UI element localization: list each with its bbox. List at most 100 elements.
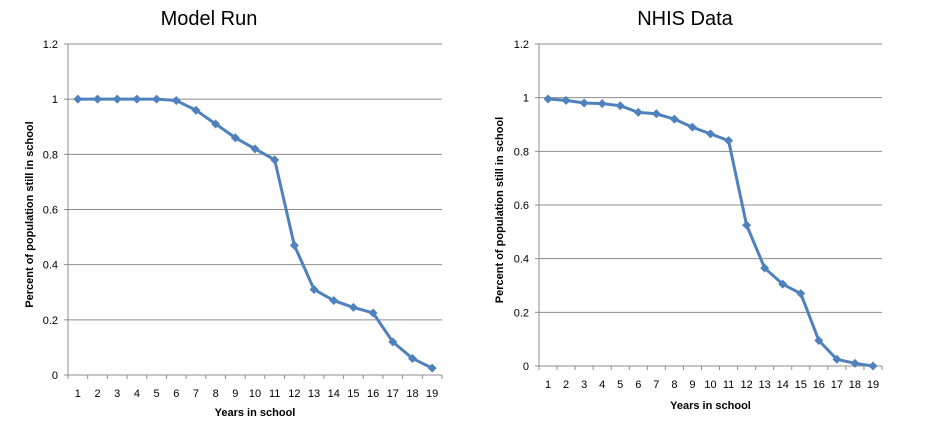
data-point-marker [93, 94, 103, 104]
x-axis-title: Years in school [215, 407, 296, 419]
x-tick-label: 15 [347, 388, 359, 400]
data-point-marker [230, 133, 240, 143]
x-axis-title: Years in school [670, 400, 751, 412]
x-tick-label: 13 [759, 379, 771, 391]
data-point-marker [814, 336, 824, 346]
x-tick-label: 12 [288, 388, 300, 400]
data-point-marker [760, 263, 770, 273]
x-tick-label: 6 [173, 388, 179, 400]
x-tick-label: 2 [563, 379, 569, 391]
y-tick-label: 0.4 [43, 260, 58, 272]
series-line [547, 97, 874, 368]
x-tick-label: 5 [154, 388, 160, 400]
data-point-marker [289, 240, 299, 250]
data-point-marker [250, 144, 260, 154]
x-tick-label: 19 [867, 379, 879, 391]
x-tick-label: 7 [653, 379, 659, 391]
data-point-marker [329, 296, 339, 306]
x-tick-label: 1 [545, 379, 551, 391]
y-tick-label: 0.4 [514, 254, 529, 266]
data-point-marker [742, 220, 752, 230]
data-point-marker [388, 337, 398, 347]
y-tick-label: 0 [52, 370, 58, 382]
y-tick-label: 0.8 [43, 149, 58, 161]
data-point-marker [171, 96, 181, 106]
data-point-marker [687, 122, 697, 132]
x-tick-label: 4 [599, 379, 605, 391]
chart-title: Model Run [161, 8, 258, 30]
y-tick-label: 0.6 [514, 200, 529, 212]
data-point-marker [579, 98, 589, 108]
data-point-marker [427, 363, 437, 373]
x-tick-label: 15 [795, 379, 807, 391]
x-tick-label: 8 [671, 379, 677, 391]
data-point-marker [132, 94, 142, 104]
y-tick-label: 0.8 [514, 146, 529, 158]
data-point-marker [597, 99, 607, 109]
y-tick-label: 0 [523, 361, 529, 373]
chart-title: NHIS Data [637, 8, 733, 30]
data-point-marker [348, 302, 358, 312]
x-tick-label: 2 [94, 388, 100, 400]
data-point-marker [850, 358, 860, 368]
x-tick-label: 1 [75, 388, 81, 400]
x-tick-label: 13 [308, 388, 320, 400]
data-point-marker [152, 94, 162, 104]
x-tick-label: 7 [193, 388, 199, 400]
data-point-marker [211, 119, 221, 129]
y-tick-label: 0.2 [43, 315, 58, 327]
x-tick-label: 18 [406, 388, 418, 400]
data-point-marker [868, 361, 878, 371]
data-point-marker [832, 354, 842, 364]
data-point-marker [633, 107, 643, 117]
data-point-marker [651, 109, 661, 119]
y-tick-label: 1 [52, 94, 58, 106]
data-point-marker [407, 353, 417, 363]
y-tick-label: 0.6 [43, 205, 58, 217]
x-tick-label: 8 [213, 388, 219, 400]
x-tick-label: 10 [704, 379, 716, 391]
x-tick-label: 10 [249, 388, 261, 400]
x-tick-label: 18 [849, 379, 861, 391]
data-point-marker [270, 155, 280, 165]
data-point-marker [368, 308, 378, 318]
x-tick-label: 3 [581, 379, 587, 391]
x-tick-label: 14 [328, 388, 340, 400]
x-tick-label: 17 [831, 379, 843, 391]
data-point-marker [191, 105, 201, 115]
y-tick-label: 1.2 [514, 39, 529, 51]
y-tick-label: 1.2 [43, 39, 58, 51]
data-point-marker [73, 94, 83, 104]
x-tick-label: 9 [689, 379, 695, 391]
series-line [77, 97, 433, 370]
data-point-marker [778, 279, 788, 289]
x-tick-label: 11 [269, 388, 280, 400]
data-point-marker [796, 289, 806, 299]
data-point-marker [309, 284, 319, 294]
y-tick-label: 0.2 [514, 307, 529, 319]
data-point-marker [561, 95, 571, 105]
data-point-marker [706, 129, 715, 139]
x-tick-label: 9 [232, 388, 238, 400]
data-point-marker [669, 114, 679, 124]
y-tick-label: 1 [523, 93, 529, 105]
y-axis-title: Percent of population still in school [494, 117, 506, 303]
x-tick-label: 4 [134, 388, 140, 400]
y-axis-title: Percent of population still in school [24, 121, 36, 307]
x-tick-label: 6 [635, 379, 641, 391]
x-tick-label: 16 [813, 379, 825, 391]
data-point-marker [724, 136, 734, 146]
x-tick-label: 3 [114, 388, 120, 400]
data-point-marker [615, 101, 625, 111]
x-tick-label: 16 [367, 388, 379, 400]
x-tick-label: 19 [426, 388, 438, 400]
x-tick-label: 5 [617, 379, 623, 391]
x-tick-label: 12 [740, 379, 752, 391]
data-point-marker [543, 94, 553, 104]
data-point-marker [112, 94, 122, 104]
x-tick-label: 14 [777, 379, 789, 391]
x-tick-label: 11 [723, 379, 734, 391]
